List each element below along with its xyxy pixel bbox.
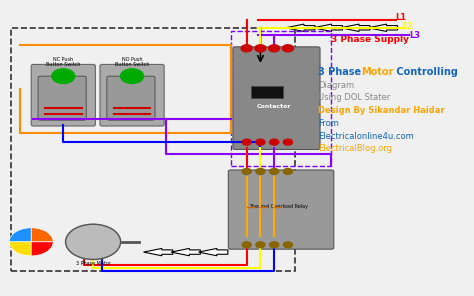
Circle shape [270,242,279,248]
FancyBboxPatch shape [233,47,320,149]
Wedge shape [9,228,31,242]
Text: Controlling: Controlling [393,67,458,77]
Circle shape [255,45,266,52]
Text: NC Push: NC Push [53,57,73,62]
Polygon shape [171,248,201,256]
Text: NO Push: NO Push [122,57,142,62]
Text: Contactor: Contactor [257,104,292,110]
Wedge shape [9,242,31,256]
Circle shape [242,139,251,145]
Wedge shape [31,228,53,242]
Text: L3: L3 [410,31,420,40]
Text: 3 Phase: 3 Phase [318,67,364,77]
Circle shape [256,139,265,145]
Circle shape [283,242,292,248]
Text: Motor: Motor [361,67,394,77]
Circle shape [256,242,265,248]
Text: Design By Sikandar Haidar: Design By Sikandar Haidar [318,106,444,115]
Text: From: From [318,119,338,128]
Text: ElectricalBlog.org: ElectricalBlog.org [318,144,392,153]
FancyBboxPatch shape [107,76,155,120]
Text: L1: L1 [396,13,407,22]
Circle shape [283,168,292,174]
Polygon shape [368,24,398,31]
Bar [251,86,283,98]
Circle shape [242,242,251,248]
Circle shape [241,45,252,52]
Polygon shape [144,248,173,256]
FancyBboxPatch shape [31,65,95,126]
Text: Diagram: Diagram [318,81,354,90]
Polygon shape [199,248,228,256]
Circle shape [120,69,144,83]
Text: Using DOL Stater: Using DOL Stater [318,94,390,102]
Text: Button Switch: Button Switch [115,62,149,67]
Circle shape [270,168,279,174]
Text: Button Switch: Button Switch [46,62,81,67]
Circle shape [283,139,292,145]
FancyBboxPatch shape [228,170,334,249]
Polygon shape [286,24,315,31]
Circle shape [269,45,280,52]
Text: NO: NO [129,74,135,78]
Text: 3 Phase Supply: 3 Phase Supply [331,36,410,44]
Circle shape [256,168,265,174]
Text: Electricalonline4u.com: Electricalonline4u.com [318,132,413,141]
Polygon shape [341,24,370,31]
Circle shape [270,139,279,145]
Circle shape [65,224,120,259]
Polygon shape [313,24,343,31]
Text: M: M [88,237,98,247]
Text: Thermal Overload Relay: Thermal Overload Relay [249,204,308,209]
Circle shape [283,45,293,52]
Text: 3 Phase Motor: 3 Phase Motor [75,261,110,266]
FancyBboxPatch shape [38,76,86,120]
Text: L2: L2 [402,22,414,31]
Wedge shape [31,242,53,256]
Text: NC: NC [60,74,66,78]
Circle shape [242,168,251,174]
FancyBboxPatch shape [100,65,164,126]
Circle shape [52,69,75,83]
